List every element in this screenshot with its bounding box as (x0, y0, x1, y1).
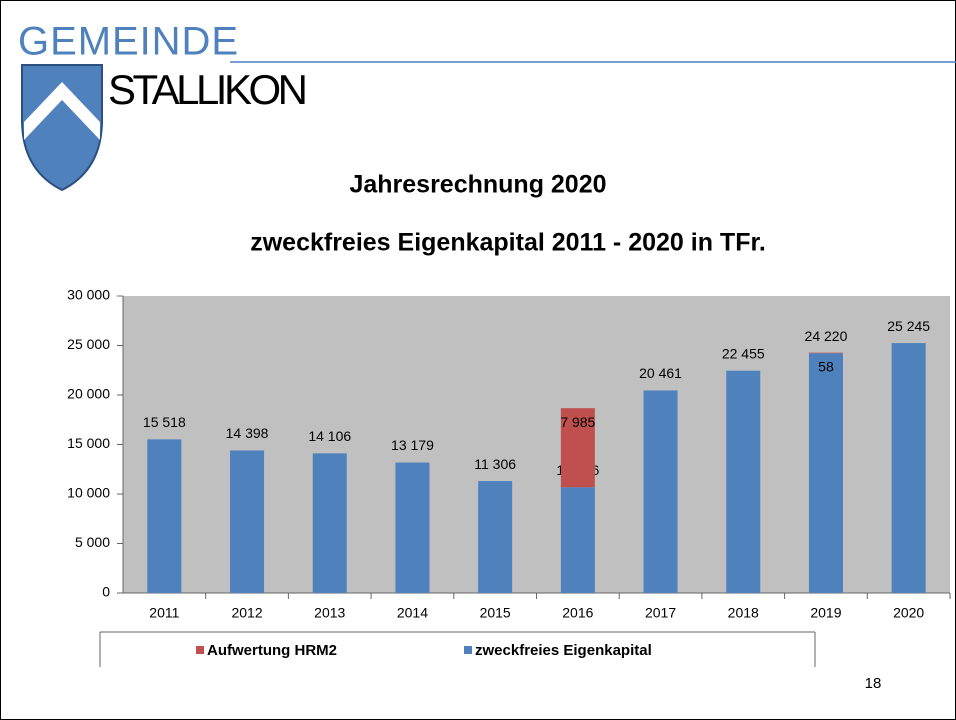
legend-label: zweckfreies Eigenkapital (475, 642, 652, 659)
x-tick-label: 2016 (562, 605, 593, 621)
bar-segment (643, 390, 678, 593)
x-tick-label: 2019 (810, 605, 841, 621)
legend-swatch (464, 646, 472, 654)
y-tick-label: 25 000 (67, 336, 110, 352)
data-label: 14 398 (226, 425, 269, 441)
data-label: 58 (818, 358, 834, 374)
x-tick-label: 2020 (893, 605, 924, 621)
bar-segment (891, 343, 926, 593)
data-label: 25 245 (887, 318, 930, 334)
legend-swatch (196, 646, 204, 654)
bar-segment (808, 352, 843, 354)
bar-segment (395, 462, 430, 593)
y-tick-label: 30 000 (67, 287, 110, 303)
data-label: 7 985 (560, 414, 595, 430)
logo-shield (21, 64, 103, 192)
bar-segment (478, 481, 513, 593)
x-tick-label: 2013 (314, 605, 345, 621)
x-tick-label: 2018 (728, 605, 759, 621)
logo-text-bottom: STALLIKON (108, 66, 308, 113)
chart-subtitle: zweckfreies Eigenkapital 2011 - 2020 in … (250, 229, 766, 257)
x-tick-label: 2012 (231, 605, 262, 621)
bar-segment (726, 370, 761, 593)
data-label: 15 518 (143, 414, 186, 430)
bar-segment (230, 450, 265, 593)
data-label: 14 106 (308, 428, 351, 444)
logo-text-top: GEMEINDE (18, 20, 238, 64)
data-label: 22 455 (722, 345, 765, 361)
bar-segment (312, 453, 347, 593)
slide-title: Jahresrechnung 2020 (349, 171, 606, 199)
x-tick-label: 2017 (645, 605, 676, 621)
bar-segment (560, 408, 595, 488)
y-tick-label: 0 (102, 584, 110, 600)
page-number: 18 (865, 675, 882, 692)
y-tick-label: 15 000 (67, 435, 110, 451)
y-tick-label: 20 000 (67, 386, 110, 402)
bar-segment (560, 487, 595, 593)
legend-label: Aufwertung HRM2 (207, 642, 337, 659)
data-label: 20 461 (639, 365, 682, 381)
x-tick-label: 2015 (480, 605, 511, 621)
bar-segment (147, 439, 182, 593)
data-label: 24 220 (805, 328, 848, 344)
x-tick-label: 2014 (397, 605, 428, 621)
bar-segment (808, 353, 843, 593)
y-tick-label: 5 000 (75, 534, 110, 550)
y-tick-label: 10 000 (67, 485, 110, 501)
data-label: 11 306 (474, 456, 516, 472)
data-label: 13 179 (391, 437, 434, 453)
x-tick-label: 2011 (149, 605, 179, 621)
